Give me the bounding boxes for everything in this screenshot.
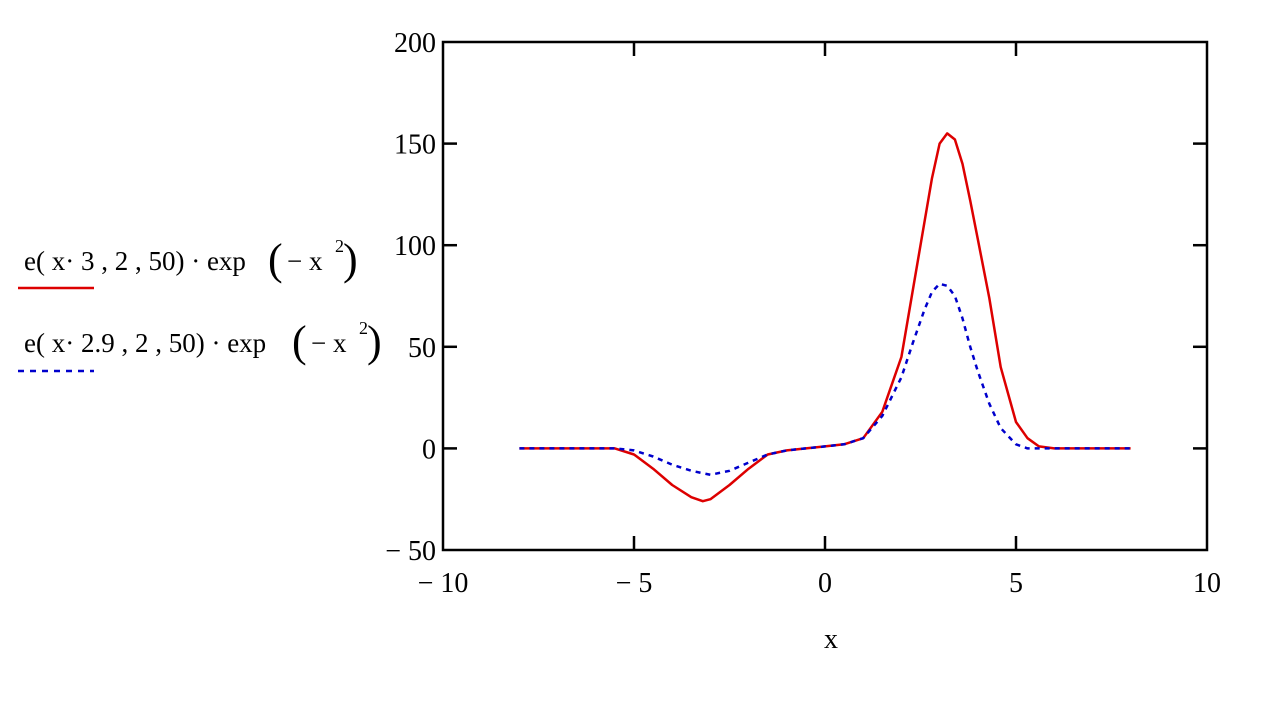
legend-sup-1: 2 [335, 236, 344, 256]
y-tick-label: − 50 [385, 536, 436, 567]
legend-item-series-1: e( x· 3 , 2 , 50) · exp ( − x 2 ) [18, 235, 358, 290]
x-tick-label: 5 [1009, 568, 1023, 599]
plot-frame [441, 40, 1209, 552]
legend-item-series-2: e( x· 2.9 , 2 , 50) · exp ( − x 2 ) [18, 317, 382, 373]
legend-label-series-2: e( x· 2.9 , 2 , 50) · exp [24, 328, 266, 358]
x-tick-label: 0 [818, 568, 832, 599]
legend-label-series-1: e( x· 3 , 2 , 50) · exp [24, 246, 246, 276]
legend-minus-x-2: − x [311, 328, 347, 358]
svg-text:e( x· 3 , 2 , 50) · exp: e( x· 3 , 2 , 50) · exp [24, 246, 246, 276]
x-tick-label: − 5 [616, 568, 653, 599]
y-tick-label: 200 [394, 28, 436, 59]
legend-open-paren-2: ( [292, 317, 307, 366]
series-layer [519, 132, 1131, 503]
legend-sup-2: 2 [359, 318, 368, 338]
y-tick-label: 150 [394, 130, 436, 161]
svg-text:e( x· 2.9 , 2 , 50) · exp: e( x· 2.9 , 2 , 50) · exp [24, 328, 266, 358]
legend-minus-x-1: − x [287, 246, 323, 276]
x-tick-label: 10 [1193, 568, 1221, 599]
y-tick-label: 100 [394, 231, 436, 262]
series-line-1 [519, 132, 1131, 503]
y-tick-label: 0 [422, 434, 436, 465]
legend: e( x· 3 , 2 , 50) · exp ( − x 2 ) e( x· … [18, 235, 382, 373]
y-tick-label: 50 [408, 333, 436, 364]
axis-ticks [443, 42, 1207, 550]
x-axis-title: x [824, 624, 838, 655]
legend-close-paren-2: ) [367, 317, 382, 366]
x-tick-label: − 10 [418, 568, 469, 599]
legend-open-paren-1: ( [268, 235, 283, 284]
legend-close-paren-1: ) [343, 235, 358, 284]
